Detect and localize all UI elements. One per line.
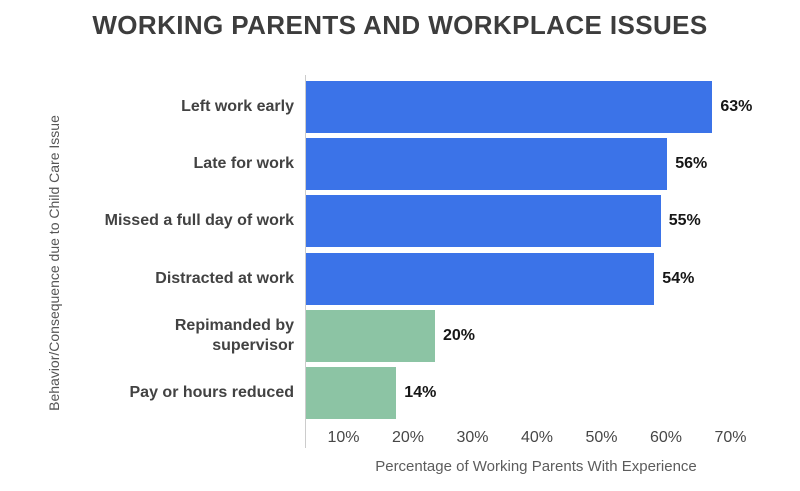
x-tick: 40% [520,429,554,446]
value-label: 63% [720,97,753,115]
plot-area: 63% 56% 55% 54% 20% 14% [305,75,786,448]
category-labels: Left work early Late for work Missed a ful… [0,78,294,422]
x-tick: 60% [649,429,683,446]
value-label: 56% [675,154,708,172]
category-label: Pay or hours reduced [129,384,295,402]
bar [306,80,713,133]
category-label: Distracted at work [155,269,294,287]
x-tick: 70% [714,429,747,446]
bar [306,137,668,190]
x-tick: 10% [327,429,360,446]
category-label: Missed a full day of work [104,212,294,230]
value-label: 54% [662,269,695,287]
category-label: Repimanded by supervisor [174,316,294,354]
bar-row: 54% [306,250,786,307]
bar-row: 63% [306,78,786,135]
bar [306,367,397,420]
y-axis-line [305,75,306,448]
value-label: 14% [404,384,437,402]
bar [306,309,435,362]
bar [306,252,655,305]
value-label: 55% [668,212,701,230]
x-tick: 30% [456,429,489,446]
bar-row: 56% [306,135,786,192]
x-axis-ticks: 10% 20% 30% 40% 50% 60% 70% [0,429,800,449]
x-tick: 50% [585,429,618,446]
value-label: 20% [443,326,476,344]
bar [306,195,661,248]
category-label: Late for work [193,154,294,172]
chart-title: WORKING PARENTS AND WORKPLACE ISSUES [92,10,708,40]
x-axis-title: Percentage of Working Parents With Exper… [375,458,697,475]
x-tick: 20% [391,429,425,446]
bar-row: 14% [306,365,786,422]
bar-row: 55% [306,193,786,250]
bar-row: 20% [306,307,786,364]
category-label: Left work early [181,97,294,115]
